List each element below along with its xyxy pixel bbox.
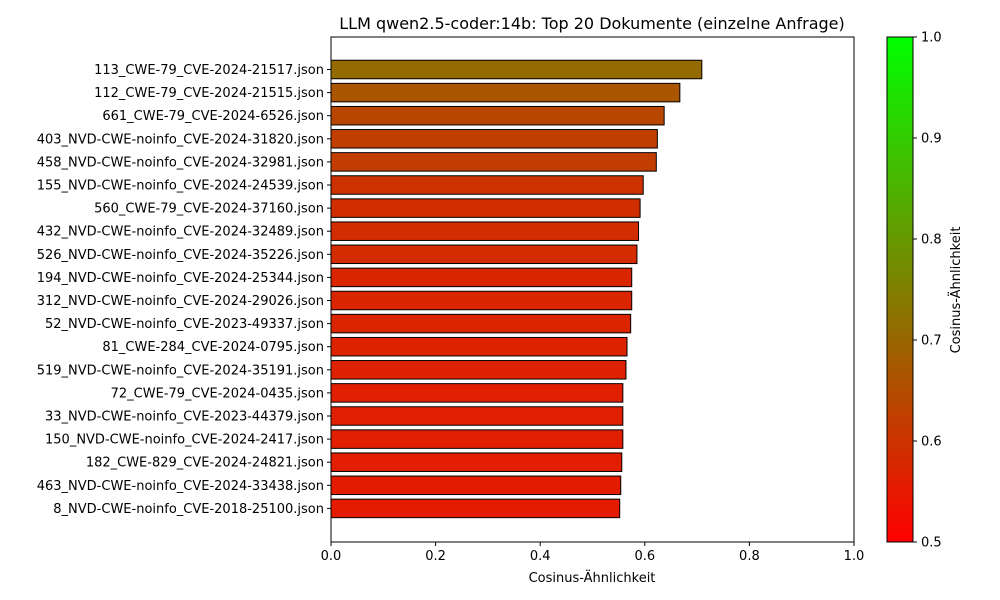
category-label: 560_CWE-79_CVE-2024-37160.json: [94, 202, 324, 217]
x-tick-label: 0.0: [321, 549, 342, 564]
category-label: 403_NVD-CWE-noinfo_CVE-2024-31820.json: [37, 132, 324, 147]
category-label: 113_CWE-79_CVE-2024-21517.json: [94, 63, 324, 78]
x-tick-group: 0.0 0.2 0.4 0.6 0.8 1.0: [321, 542, 865, 564]
category-label: 52_NVD-CWE-noinfo_CVE-2023-49337.json: [45, 317, 324, 332]
bar: [330, 129, 658, 149]
colorbar: [886, 36, 914, 543]
bar: [330, 290, 633, 311]
category-label-group: 113_CWE-79_CVE-2024-21517.json 112_CWE-79…: [37, 63, 331, 517]
x-tick-label: 0.4: [530, 549, 551, 564]
category-label: 519_NVD-CWE-noinfo_CVE-2024-35191.json: [37, 363, 324, 378]
category-label: 458_NVD-CWE-noinfo_CVE-2024-32981.json: [37, 155, 324, 170]
category-label: 72_CWE-79_CVE-2024-0435.json: [111, 386, 324, 401]
category-label: 463_NVD-CWE-noinfo_CVE-2024-33438.json: [37, 479, 324, 494]
chart-title: LLM qwen2.5-coder:14b: Top 20 Dokumente …: [339, 14, 845, 33]
category-label: 526_NVD-CWE-noinfo_CVE-2024-35226.json: [37, 248, 324, 263]
colorbar-tick-label: 0.6: [921, 435, 942, 450]
category-label: 150_NVD-CWE-noinfo_CVE-2024-2417.json: [45, 433, 324, 448]
category-label: 8_NVD-CWE-noinfo_CVE-2018-25100.json: [53, 502, 324, 517]
bar: [330, 429, 624, 449]
colorbar-tick-label: 0.5: [921, 536, 942, 551]
bar: [330, 105, 665, 126]
colorbar-tick-label: 1.0: [921, 31, 942, 46]
category-label: 432_NVD-CWE-noinfo_CVE-2024-32489.json: [37, 225, 324, 240]
category-label: 33_NVD-CWE-noinfo_CVE-2023-44379.json: [45, 410, 324, 425]
colorbar-tick-label: 0.9: [921, 132, 942, 147]
bar-group: [330, 59, 703, 519]
category-label: 194_NVD-CWE-noinfo_CVE-2024-25344.json: [37, 271, 324, 286]
bar: [330, 383, 624, 403]
bar: [330, 452, 623, 472]
colorbar-tick-label: 0.7: [921, 334, 942, 349]
bar: [330, 313, 632, 334]
x-tick-label: 0.8: [739, 549, 760, 564]
category-label: 155_NVD-CWE-noinfo_CVE-2024-24539.json: [37, 179, 324, 194]
category-label: 81_CWE-284_CVE-2024-0795.json: [102, 340, 324, 355]
colorbar-tick-group: 0.5 0.6 0.7 0.8 0.9 1.0: [913, 31, 942, 551]
bar: [330, 498, 621, 519]
bar: [330, 221, 640, 241]
plot-area-frame: [330, 36, 855, 543]
x-tick-label: 0.2: [425, 549, 446, 564]
bar: [330, 198, 641, 218]
bar: [330, 360, 627, 380]
x-axis-label: Cosinus-Ähnlichkeit: [529, 570, 656, 586]
bar: [330, 336, 628, 357]
category-label: 312_NVD-CWE-noinfo_CVE-2024-29026.json: [37, 294, 324, 309]
colorbar-label: Cosinus-Ähnlichkeit: [948, 227, 964, 354]
bar: [330, 175, 644, 195]
bar: [330, 82, 681, 103]
bar: [330, 152, 657, 172]
category-label: 661_CWE-79_CVE-2024-6526.json: [102, 109, 324, 124]
colorbar-tick-label: 0.8: [921, 233, 942, 248]
category-label: 112_CWE-79_CVE-2024-21515.json: [94, 86, 324, 101]
bar: [330, 244, 638, 265]
category-label: 182_CWE-829_CVE-2024-24821.json: [86, 456, 324, 471]
bar: [330, 406, 624, 426]
bar: [330, 267, 633, 288]
x-tick-label: 1.0: [844, 549, 865, 564]
bar: [330, 475, 622, 496]
bar: [330, 59, 703, 80]
x-tick-label: 0.6: [634, 549, 655, 564]
